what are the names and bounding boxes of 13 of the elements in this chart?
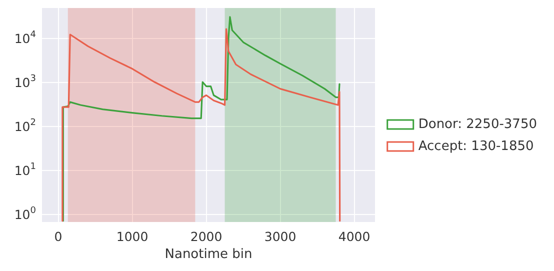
legend-label: Donor: 2250-3750 <box>418 117 538 132</box>
x-tick-label: 1000 <box>116 229 148 244</box>
legend-label: Accept: 130-1850 <box>418 139 534 154</box>
x-tick-label: 4000 <box>338 229 370 244</box>
y-tick-label: 10$^{3}$ <box>14 74 36 90</box>
x-tick-label: 3000 <box>264 229 296 244</box>
y-tick-label: 10$^{1}$ <box>14 162 36 178</box>
y-tick-label: 10$^{0}$ <box>14 206 36 222</box>
x-axis-title: Nanotime bin <box>164 246 252 262</box>
x-tick-label: 0 <box>54 229 62 244</box>
y-tick-label: 10$^{4}$ <box>14 30 36 46</box>
x-tick-label: 2000 <box>190 229 222 244</box>
y-tick-label: 10$^{2}$ <box>14 118 36 134</box>
